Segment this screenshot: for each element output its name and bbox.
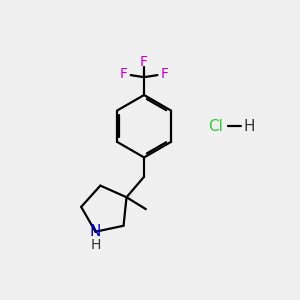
Text: Cl: Cl	[208, 119, 223, 134]
Text: H: H	[244, 119, 255, 134]
Text: H: H	[90, 238, 101, 252]
Text: F: F	[160, 67, 168, 81]
Text: N: N	[90, 224, 101, 239]
Text: F: F	[120, 67, 128, 81]
Text: F: F	[140, 55, 148, 69]
